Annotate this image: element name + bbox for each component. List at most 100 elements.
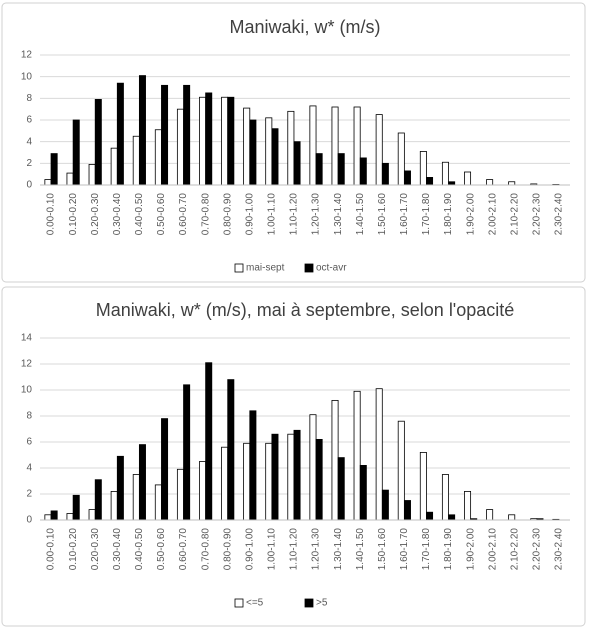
bar	[441, 161, 449, 186]
chart-title: Maniwaki, w* (m/s)	[229, 17, 380, 37]
y-tick-label: 2	[26, 489, 32, 500]
bar	[397, 420, 405, 521]
chart-frame	[1, 2, 586, 283]
legend-swatch	[304, 263, 314, 273]
bar	[359, 464, 367, 521]
x-tick-label: 0.60-0.70	[178, 193, 189, 236]
x-tick-label: 1.20-1.30	[311, 528, 322, 571]
y-tick-label: 0	[26, 515, 32, 526]
x-tick-label: 0.70-0.80	[200, 193, 211, 236]
bar	[403, 170, 411, 186]
bar	[221, 96, 229, 186]
x-tick-label: 1.90-2.00	[465, 193, 476, 236]
bar	[72, 494, 80, 521]
bar	[44, 179, 52, 186]
bar	[419, 451, 427, 521]
bar	[227, 379, 235, 521]
x-tick-label: 2.30-2.40	[554, 193, 565, 236]
x-tick-label: 0.60-0.70	[178, 528, 189, 571]
y-tick-label: 4	[26, 136, 32, 147]
x-tick-label: 2.10-2.20	[509, 193, 520, 236]
bar	[486, 509, 494, 521]
x-tick-label: 1.70-1.80	[421, 528, 432, 571]
x-tick-label: 0.90-1.00	[244, 528, 255, 571]
x-tick-label: 2.00-2.10	[487, 528, 498, 571]
legend-swatch	[234, 263, 244, 273]
bar	[508, 514, 516, 521]
y-tick-label: 10	[21, 385, 33, 396]
y-tick-label: 8	[26, 93, 32, 104]
x-tick-label: 1.90-2.00	[465, 528, 476, 571]
legend-swatch	[304, 598, 314, 608]
x-tick-label: 0.20-0.30	[90, 528, 101, 571]
bar	[271, 433, 279, 521]
bar	[287, 433, 295, 521]
bar	[227, 96, 235, 186]
bar	[50, 153, 58, 186]
legend-label: <=5	[246, 598, 264, 609]
bar	[419, 151, 427, 186]
bar	[94, 479, 102, 521]
bar	[331, 399, 339, 521]
x-tick-label: 0.30-0.40	[112, 193, 123, 236]
y-tick-label: 4	[26, 463, 32, 474]
x-tick-label: 0.10-0.20	[68, 528, 79, 571]
bar	[265, 117, 273, 186]
x-tick-label: 1.60-1.70	[399, 193, 410, 236]
bar	[315, 153, 323, 186]
x-tick-label: 0.50-0.60	[156, 528, 167, 571]
bar	[464, 490, 472, 521]
bar	[44, 514, 52, 521]
x-tick-label: 1.10-1.20	[289, 193, 300, 236]
x-tick-label: 2.20-2.30	[532, 528, 543, 571]
bar	[88, 509, 96, 521]
bar	[287, 110, 295, 186]
bar	[132, 474, 140, 521]
bar	[331, 106, 339, 186]
bar	[72, 119, 80, 186]
bar	[375, 388, 383, 521]
bar	[397, 132, 405, 186]
x-tick-label: 1.00-1.10	[267, 528, 278, 571]
x-tick-label: 2.20-2.30	[532, 193, 543, 236]
x-tick-label: 0.50-0.60	[156, 193, 167, 236]
bar	[375, 114, 383, 186]
bar	[403, 500, 411, 521]
bar	[315, 438, 323, 521]
x-tick-label: 0.00-0.10	[46, 193, 57, 236]
x-tick-label: 1.40-1.50	[355, 193, 366, 236]
bar	[138, 75, 146, 186]
x-tick-label: 1.80-1.90	[443, 528, 454, 571]
bar	[183, 384, 191, 521]
bar	[154, 484, 162, 521]
x-tick-label: 1.60-1.70	[399, 528, 410, 571]
bar	[293, 429, 301, 521]
bar	[243, 107, 251, 186]
x-tick-label: 2.00-2.10	[487, 193, 498, 236]
x-tick-label: 0.10-0.20	[68, 193, 79, 236]
bar	[249, 410, 257, 521]
x-tick-label: 1.50-1.60	[377, 193, 388, 236]
x-tick-label: 0.40-0.50	[134, 528, 145, 571]
x-tick-label: 1.10-1.20	[289, 528, 300, 571]
x-tick-label: 0.90-1.00	[244, 193, 255, 236]
chart-title: Maniwaki, w* (m/s), mai à septembre, sel…	[96, 300, 515, 320]
bar	[293, 141, 301, 186]
x-tick-label: 0.80-0.90	[222, 528, 233, 571]
bar	[110, 147, 118, 186]
bar	[199, 461, 207, 521]
bar	[116, 82, 124, 186]
bar	[132, 135, 140, 186]
bar	[271, 128, 279, 186]
bar	[426, 511, 434, 521]
bar	[243, 442, 251, 521]
x-tick-label: 1.30-1.40	[333, 193, 344, 236]
bar	[441, 474, 449, 521]
bar	[448, 514, 456, 521]
y-tick-label: 12	[21, 359, 33, 370]
bar	[138, 444, 146, 521]
bar	[353, 106, 361, 186]
y-tick-label: 6	[26, 115, 32, 126]
y-tick-label: 8	[26, 411, 32, 422]
